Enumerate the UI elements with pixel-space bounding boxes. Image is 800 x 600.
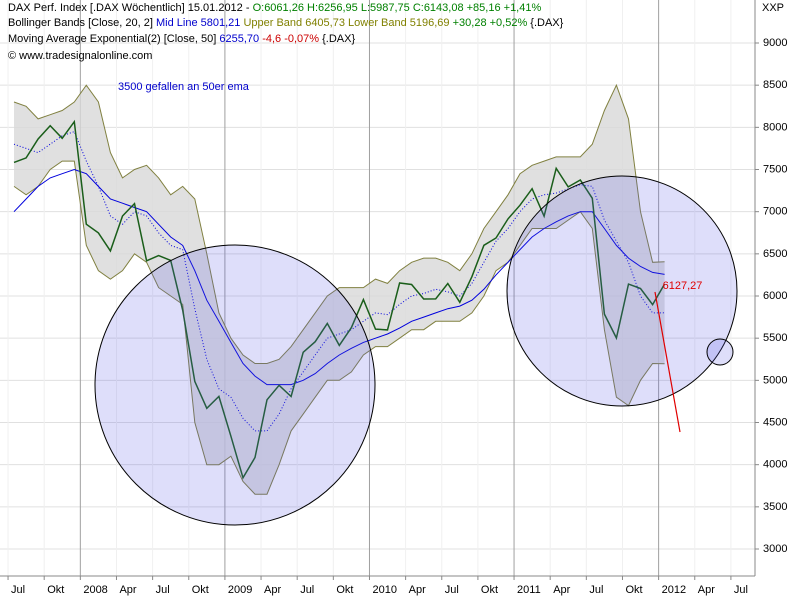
legend-text: +30,28 +0,52%: [453, 17, 531, 29]
y-tick-label: 4000: [763, 459, 787, 471]
y-tick-label: 6000: [763, 290, 787, 302]
x-tick-label: Jul: [734, 584, 748, 596]
price-line: [13, 119, 666, 480]
legend-text: O:6061,26 H:6256,95 L:5987,75 C:6143,08 …: [253, 2, 542, 14]
x-tick-label: 2008: [83, 584, 107, 596]
legend-line: DAX Perf. Index [.DAX Wöchentlich] 15.01…: [8, 2, 541, 14]
x-tick-label: Apr: [119, 584, 136, 596]
y-tick-label: 7000: [763, 206, 787, 218]
legend-text: 6255,70: [219, 33, 262, 45]
x-tick-label: 2012: [662, 584, 686, 596]
band-fill: [14, 85, 665, 495]
upper-band: [13, 83, 665, 364]
x-tick-label: Jul: [156, 584, 170, 596]
legend-line: Moving Average Exponential(2) [Close, 50…: [8, 33, 355, 45]
plot: [13, 83, 666, 495]
x-tick-label: 2009: [228, 584, 252, 596]
y-tick-label: 9000: [763, 37, 787, 49]
legend-text: Moving Average Exponential(2) [Close, 50…: [8, 33, 219, 45]
x-tick-label: Jul: [445, 584, 459, 596]
x-tick-label: Apr: [553, 584, 570, 596]
y-tick-label: 4500: [763, 416, 787, 428]
y-tick-label: 3500: [763, 501, 787, 513]
legend-text: DAX Perf. Index [.DAX Wöchentlich] 15.01…: [8, 2, 253, 14]
x-tick-label: 2010: [372, 584, 396, 596]
y-tick-label: 5500: [763, 332, 787, 344]
legend: DAX Perf. Index [.DAX Wöchentlich] 15.01…: [8, 2, 784, 93]
x-tick-label: Okt: [481, 584, 498, 596]
x-tick-label: Jul: [589, 584, 603, 596]
legend-text: Mid Line 5801,21: [156, 17, 243, 29]
x-tick-label: Apr: [409, 584, 426, 596]
arrow-line: [654, 291, 681, 433]
y-tick-label: 8000: [763, 121, 787, 133]
last-price-label: 6127,27: [663, 280, 703, 292]
x-tick-label: Apr: [698, 584, 715, 596]
legend-text: -4,6 -0,07%: [262, 33, 322, 45]
circle: [706, 338, 734, 366]
legend-text: Bollinger Bands [Close, 20, 2]: [8, 17, 156, 29]
circles: [94, 175, 738, 526]
y-tick-label: 7500: [763, 163, 787, 175]
y-tick-label: 3000: [763, 543, 787, 555]
circle: [94, 244, 376, 526]
symbol: XXP: [762, 2, 784, 14]
x-tick-label: Jul: [300, 584, 314, 596]
lower-band: [13, 160, 665, 495]
x-tick-label: Okt: [192, 584, 209, 596]
mid-line: [13, 130, 665, 432]
legend-text: {.DAX}: [322, 33, 355, 45]
y-tick-label: 5000: [763, 374, 787, 386]
x-tick-label: Apr: [264, 584, 281, 596]
x-tick-label: 2011: [517, 584, 541, 596]
y-tick-label: 6500: [763, 248, 787, 260]
x-tick-label: Okt: [625, 584, 642, 596]
x-tick-label: Okt: [47, 584, 64, 596]
circle: [506, 175, 738, 407]
legend-text: Upper Band 6405,73 Lower Band 5196,69: [243, 17, 452, 29]
x-tick-label: Jul: [11, 584, 25, 596]
x-tick-label: Okt: [336, 584, 353, 596]
y-tick-label: 8500: [763, 79, 787, 91]
legend-text: {.DAX}: [530, 17, 563, 29]
annotation: 3500 gefallen an 50er ema: [118, 81, 250, 93]
ema-line: [13, 168, 665, 386]
copyright: © www.tradesignalonline.com: [8, 50, 152, 62]
legend-line: Bollinger Bands [Close, 20, 2] Mid Line …: [8, 17, 564, 29]
